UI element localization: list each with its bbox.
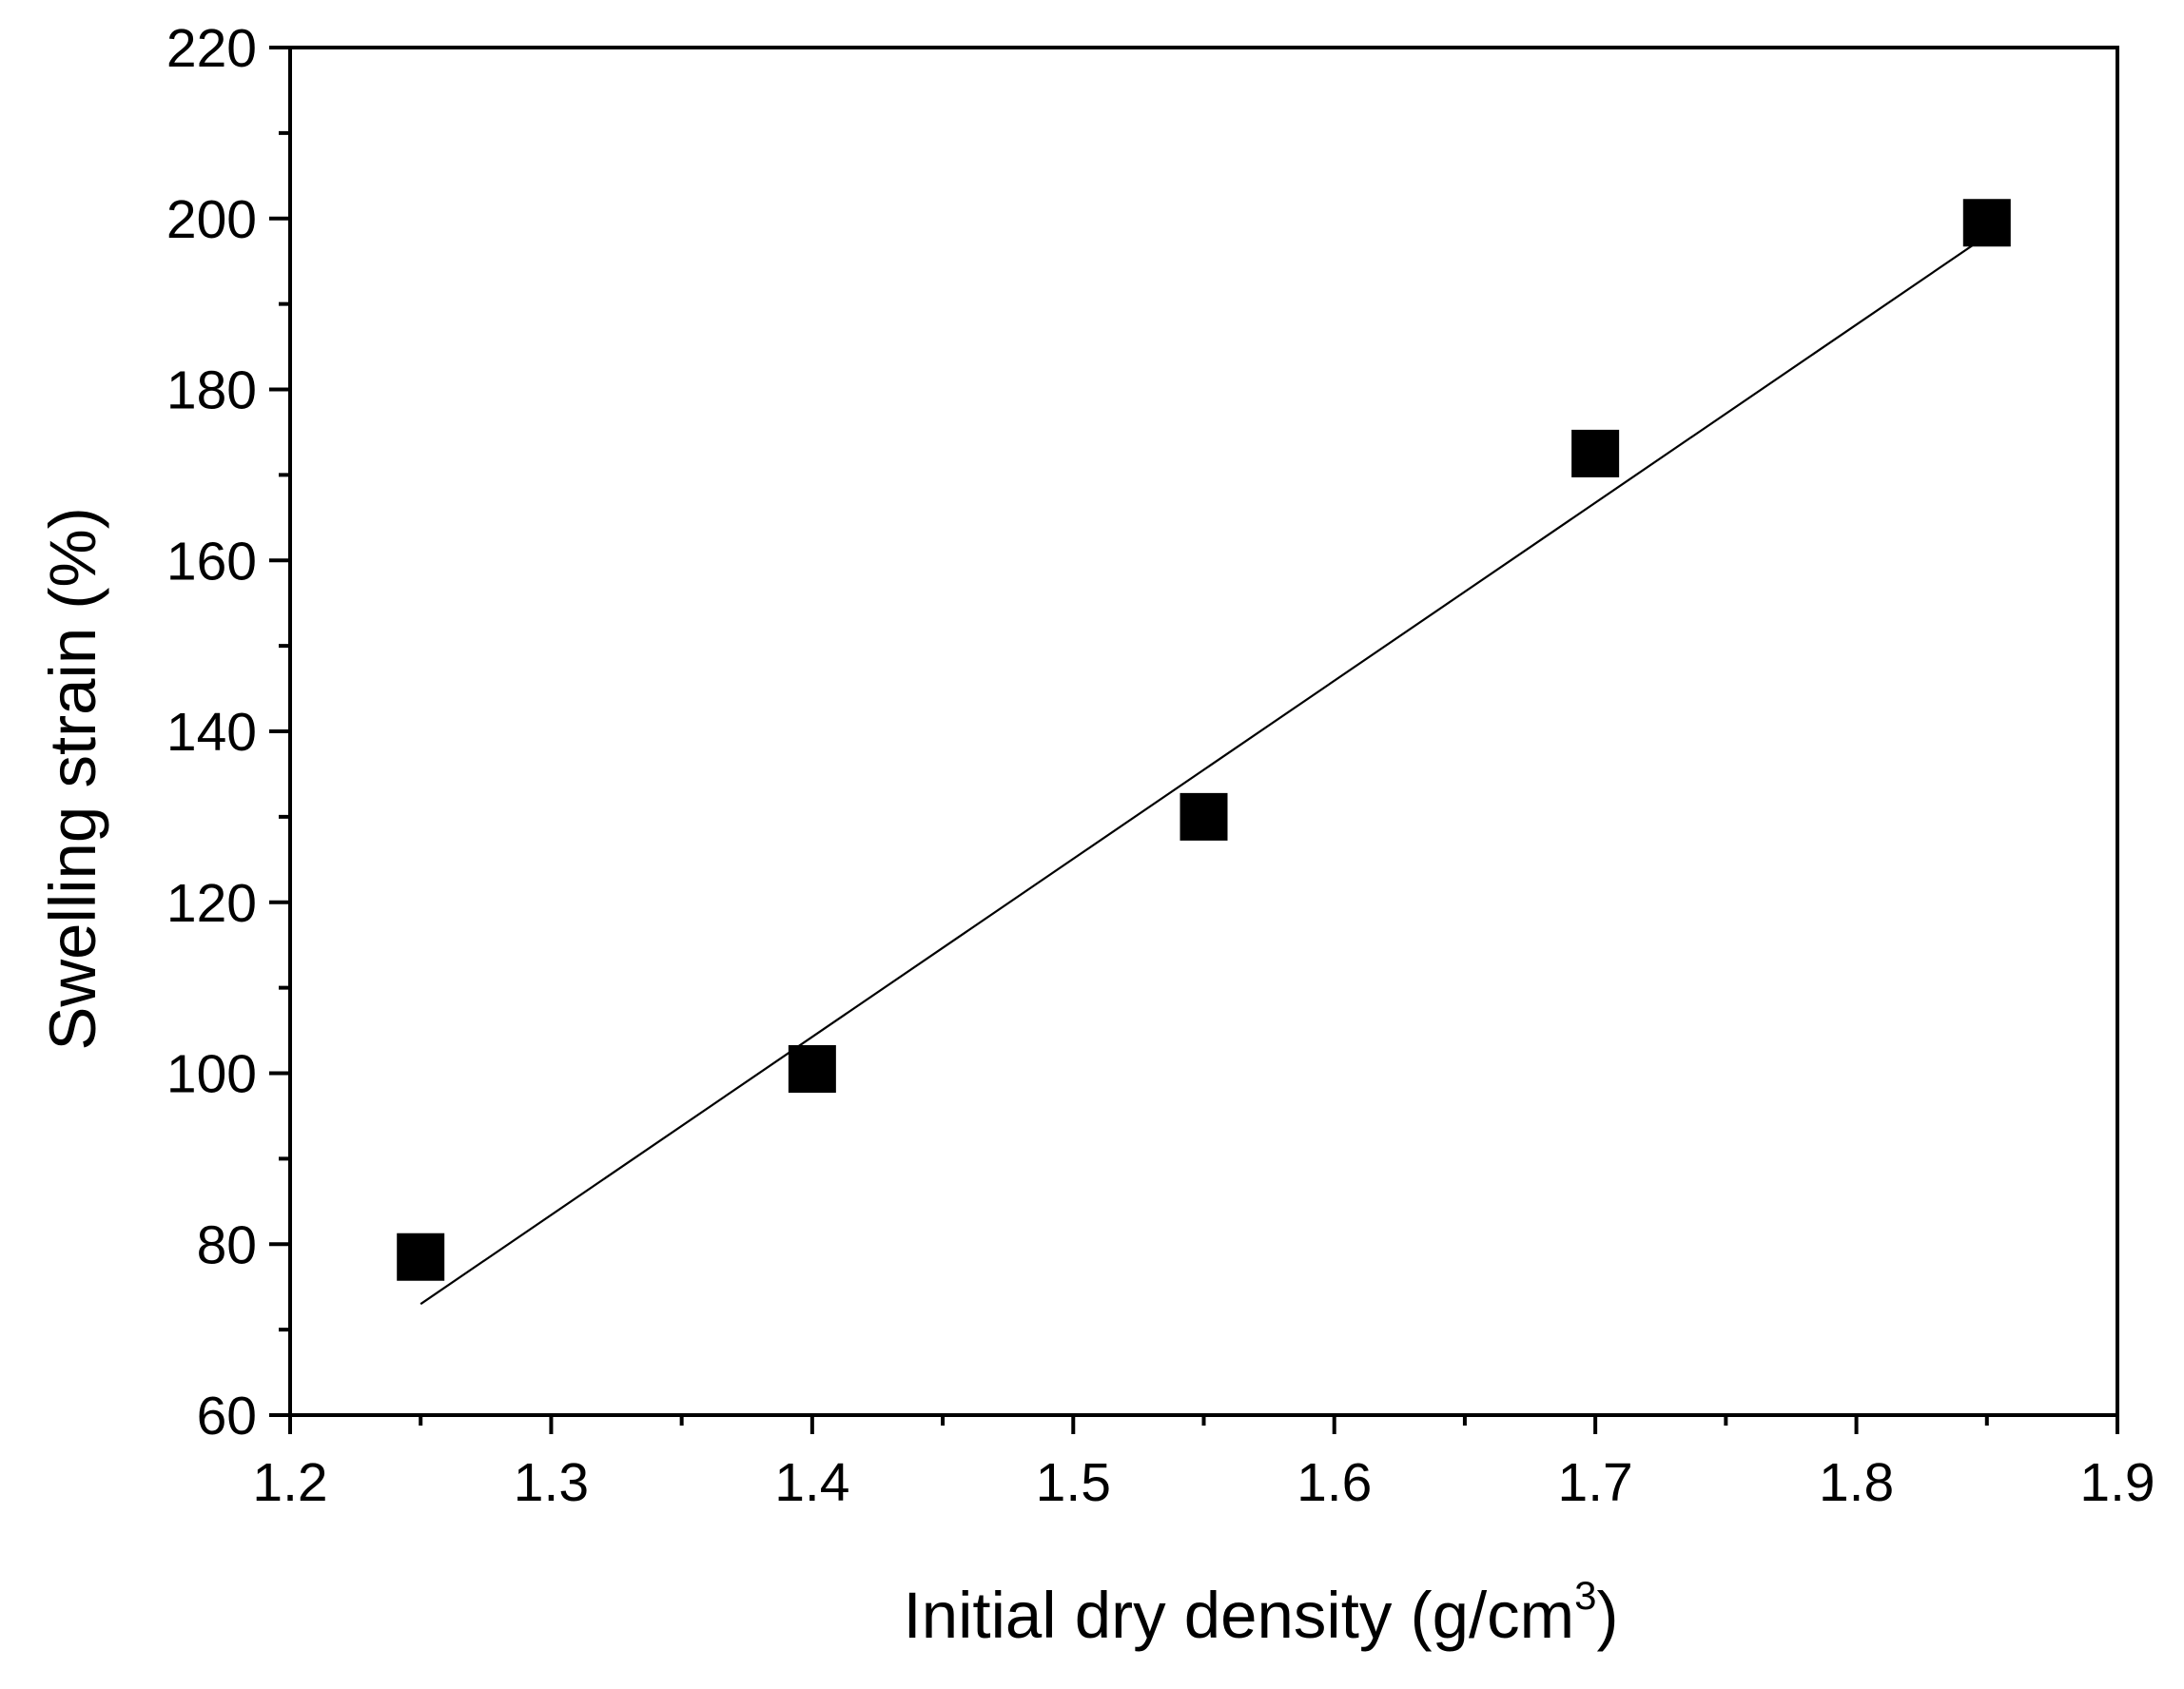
x-tick-label: 1.2 <box>252 1452 327 1513</box>
y-tick-labels: 60 80 100 120 140 160 180 200 220 <box>166 18 257 1446</box>
x-axis-title: Initial dry density (g/cm3) <box>904 1573 1619 1652</box>
data-point <box>788 1045 836 1094</box>
x-tick-label: 1.3 <box>514 1452 589 1513</box>
y-tick-label: 220 <box>166 18 257 79</box>
y-tick-label: 200 <box>166 189 257 250</box>
y-tick-label: 180 <box>166 360 257 421</box>
x-tick-label: 1.8 <box>1819 1452 1894 1513</box>
x-axis-title-suffix: ) <box>1596 1579 1618 1652</box>
x-tick-label: 1.5 <box>1036 1452 1111 1513</box>
plot-frame <box>288 46 2119 1417</box>
x-tick-label: 1.7 <box>1558 1452 1633 1513</box>
y-tick-label: 60 <box>197 1386 257 1446</box>
data-point <box>1962 199 2011 247</box>
y-axis-title: Swelling strain (%) <box>36 507 109 1050</box>
x-tick-label: 1.9 <box>2079 1452 2155 1513</box>
y-tick-label: 160 <box>166 531 257 592</box>
axis-ticks <box>269 46 2119 1434</box>
x-tick-labels: 1.2 1.3 1.4 1.5 1.6 1.7 1.8 1.9 <box>252 1452 2155 1513</box>
y-tick-label: 100 <box>166 1044 257 1105</box>
y-tick-label: 80 <box>197 1214 257 1275</box>
data-point <box>1571 429 1620 477</box>
y-tick-label: 140 <box>166 702 257 763</box>
data-point <box>1180 792 1228 841</box>
x-axis-title-main: Initial dry density (g/cm <box>904 1579 1575 1652</box>
x-tick-label: 1.6 <box>1297 1452 1372 1513</box>
y-tick-label: 120 <box>166 873 257 934</box>
data-point <box>397 1233 445 1281</box>
x-axis-title-superscript: 3 <box>1574 1573 1596 1618</box>
data-points <box>397 199 2011 1281</box>
x-tick-label: 1.4 <box>774 1452 849 1513</box>
linear-fit-line <box>419 234 1988 1306</box>
